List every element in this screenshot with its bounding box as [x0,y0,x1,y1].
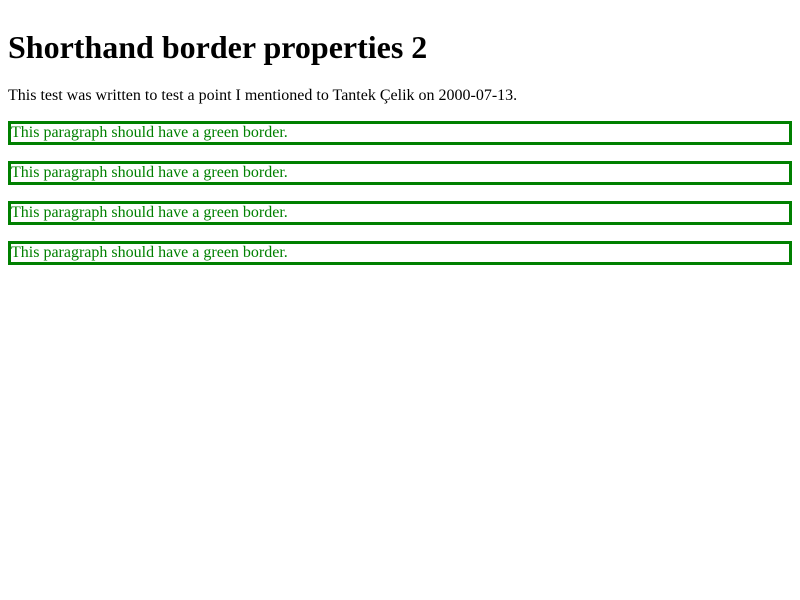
page-title: Shorthand border properties 2 [8,29,428,65]
test-paragraph-4: This paragraph should have a green borde… [8,241,792,265]
test-paragraph-1: This paragraph should have a green borde… [8,121,792,145]
test-paragraph-3: This paragraph should have a green borde… [8,201,792,225]
test-paragraph-2: This paragraph should have a green borde… [8,161,792,185]
intro-text: This test was written to test a point I … [8,87,518,104]
